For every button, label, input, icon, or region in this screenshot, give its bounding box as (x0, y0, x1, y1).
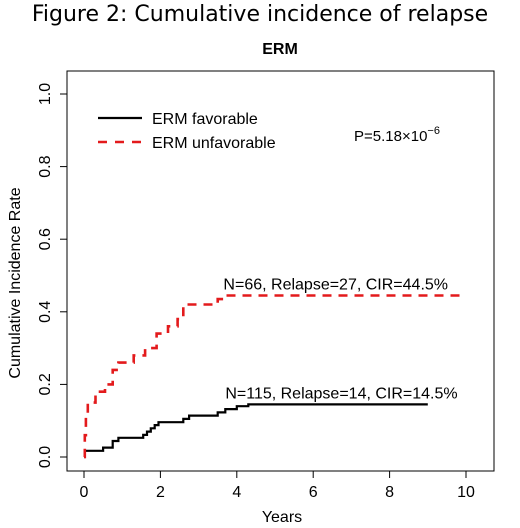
p-value-times: × (402, 128, 411, 145)
chart-title: ERM (262, 41, 298, 58)
y-tick-label: 0.8 (37, 155, 54, 177)
y-tick-label: 0.6 (37, 228, 54, 250)
x-axis-label: Years (262, 509, 302, 526)
x-tick-label: 0 (80, 484, 89, 501)
p-value-annotation: P=5.18×10−6 (354, 125, 440, 145)
legend-label-unfavorable: ERM unfavorable (152, 135, 276, 152)
legend-label-favorable: ERM favorable (152, 111, 258, 128)
x-axis: 0 2 4 6 8 10 (80, 470, 475, 501)
annotation-unfavorable: N=66, Relapse=27, CIR=44.5% (223, 276, 448, 293)
x-tick-label: 6 (309, 484, 318, 501)
x-tick-label: 10 (457, 484, 475, 501)
annotation-favorable: N=115, Relapse=14, CIR=14.5% (225, 385, 457, 402)
p-value-exponent: −6 (427, 125, 440, 137)
y-tick-label: 0.4 (37, 301, 54, 323)
series-line-unfavorable (83, 294, 466, 459)
y-axis-label: Cumulative Incidence Rate (7, 187, 24, 378)
x-tick-label: 8 (385, 484, 394, 501)
p-value-base: 10 (411, 128, 428, 145)
x-tick-label: 4 (232, 484, 241, 501)
x-tick-label: 2 (156, 484, 165, 501)
p-value-prefix: P=5.18 (354, 128, 402, 145)
series-layer: N=115, Relapse=14, CIR=14.5% N=66, Relaps… (83, 276, 466, 459)
y-axis: 0.0 0.2 0.4 0.6 0.8 1.0 (37, 83, 68, 468)
y-tick-label: 1.0 (37, 83, 54, 105)
y-tick-label: 0.0 (37, 446, 54, 468)
figure-title: Figure 2: Cumulative incidence of relaps… (31, 2, 489, 27)
y-tick-label: 0.2 (37, 373, 54, 395)
series-line-favorable (83, 403, 428, 459)
legend: ERM favorable ERM unfavorable (98, 111, 276, 152)
